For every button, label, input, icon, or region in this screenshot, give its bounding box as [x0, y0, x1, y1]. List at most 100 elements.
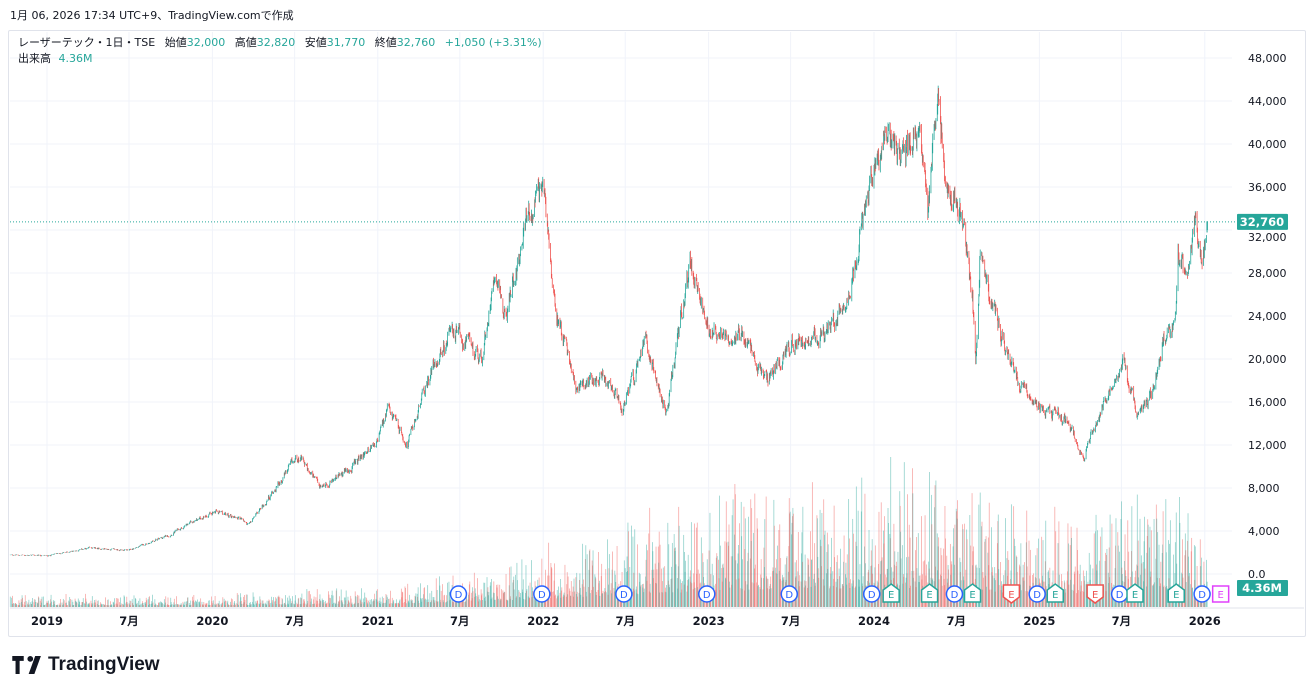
earnings-letter: E: [1092, 590, 1098, 601]
dividend-letter: D: [1116, 590, 1124, 601]
price-tick-label: 32,000: [1248, 231, 1287, 244]
earnings-letter: E: [1173, 590, 1179, 601]
last-price-label: 32,760: [1240, 215, 1284, 229]
time-tick-label: 2024: [858, 614, 890, 628]
earnings-marker: [1046, 583, 1065, 603]
price-tick-label: 24,000: [1248, 310, 1287, 323]
symbol-title[interactable]: レーザーテック・1日・TSE: [18, 36, 156, 49]
price-tick-label: 16,000: [1248, 396, 1287, 409]
price-tick-label: 4,000: [1248, 525, 1280, 538]
earnings-letter: E: [1008, 590, 1014, 601]
time-tick-label: 7月: [781, 614, 801, 628]
symbol-legend: レーザーテック・1日・TSE 始値32,000 高値32,820 安値31,77…: [18, 35, 542, 67]
low-value: 31,770: [326, 36, 366, 49]
change-value: +1,050 (+3.31%): [444, 36, 542, 49]
earnings-icon[interactable]: E: [1167, 583, 1185, 603]
time-tick-label: 2019: [31, 614, 63, 628]
earnings-icon[interactable]: E: [882, 583, 900, 603]
time-tick-label: 2025: [1023, 614, 1055, 628]
earnings-icon[interactable]: E: [920, 583, 939, 603]
dividend-letter: D: [455, 590, 463, 601]
dividend-marker: [1028, 585, 1046, 603]
high-label: 高値: [234, 36, 257, 49]
earnings-icon[interactable]: E: [1002, 584, 1021, 604]
dividend-icon[interactable]: D: [1028, 585, 1046, 603]
earnings-icon[interactable]: E: [1126, 583, 1144, 603]
time-tick-label: 7月: [450, 614, 470, 628]
volume-label[interactable]: 出来高: [18, 52, 51, 65]
earnings-marker: [920, 583, 939, 603]
dividend-icon[interactable]: D: [698, 585, 716, 603]
earnings-marker: [1167, 583, 1185, 603]
dividend-icon[interactable]: D: [780, 585, 799, 603]
price-tick-label: 40,000: [1248, 138, 1287, 151]
price-tick-label: 20,000: [1248, 353, 1287, 366]
dividend-marker: [449, 585, 468, 603]
time-tick-label: 2020: [196, 614, 228, 628]
volume-bars: [9, 457, 1208, 607]
volume-value: 4.36M: [58, 52, 93, 65]
dividend-marker: [862, 585, 881, 603]
earnings-marker: [1086, 584, 1104, 604]
dividend-icon[interactable]: D: [862, 585, 881, 603]
earnings-marker: [882, 583, 900, 603]
dividend-icon[interactable]: D: [533, 585, 551, 603]
time-tick-label: 7月: [946, 614, 966, 628]
dividend-marker: [780, 585, 799, 603]
price-tick-label: 0.0: [1248, 568, 1266, 581]
dividend-icon[interactable]: D: [449, 585, 468, 603]
earnings-marker: [1002, 584, 1021, 604]
dividend-icon[interactable]: D: [945, 585, 964, 603]
dividend-letter: D: [1033, 590, 1041, 601]
price-tick-label: 12,000: [1248, 439, 1287, 452]
earnings-icon[interactable]: E: [1046, 583, 1065, 603]
tradingview-logo[interactable]: TradingView: [12, 654, 160, 676]
time-axis: 2019 7月 2020 7月 2021 7月 2022 7月 2023 7月 2024 7月 2025…: [31, 614, 1221, 628]
dividend-icon[interactable]: D: [1110, 585, 1129, 603]
earnings-letter: E: [888, 590, 894, 601]
dividend-letter: D: [951, 590, 959, 601]
earnings-marker: [963, 583, 982, 603]
time-tick-label: 7月: [285, 614, 305, 628]
time-tick-label: 2023: [693, 614, 725, 628]
earnings-letter: E: [969, 590, 975, 601]
dividend-marker: [533, 585, 551, 603]
time-tick-label: 2026: [1189, 614, 1221, 628]
dividend-icon[interactable]: D: [615, 585, 633, 603]
price-tick-label: 48,000: [1248, 52, 1287, 65]
dividend-letter: D: [538, 590, 546, 601]
last-price-badge: [1237, 213, 1288, 230]
dividend-marker: [615, 585, 633, 603]
high-value: 32,820: [256, 36, 296, 49]
close-value: 32,760: [396, 36, 436, 49]
earnings-icon[interactable]: E: [1211, 585, 1230, 603]
chart-caption: 1月 06, 2026 17:34 UTC+9、TradingView.comで…: [10, 9, 294, 22]
earnings-marker: [1211, 585, 1230, 603]
chart-frame: [8, 30, 1306, 637]
last-price: 32,760 4.36M: [10, 213, 1288, 596]
earnings-marker: [1126, 583, 1144, 603]
dividend-marker: [698, 585, 716, 603]
earnings-icon[interactable]: E: [963, 583, 982, 603]
price-tick-label: 8,000: [1248, 482, 1280, 495]
time-tick-label: 2022: [527, 614, 559, 628]
time-tick-label: 7月: [1112, 614, 1132, 628]
earnings-letter: E: [1217, 590, 1223, 601]
dividend-letter: D: [868, 590, 876, 601]
earnings-icon[interactable]: E: [1086, 584, 1104, 604]
open-label: 始値: [164, 36, 187, 49]
price-tick-label: 44,000: [1248, 95, 1287, 108]
time-tick-label: 2021: [362, 614, 394, 628]
price-axis: 48,000 44,000 40,000 36,000 32,000 28,000 24,0…: [1248, 52, 1287, 581]
last-volume-label: 4.36M: [1242, 581, 1282, 595]
logo-text: TradingView: [48, 654, 160, 675]
dividend-marker: [945, 585, 964, 603]
dividend-marker: [1193, 585, 1211, 603]
close-label: 終値: [374, 36, 397, 49]
tradingview-logo-icon: [12, 656, 41, 674]
grid: [10, 32, 1304, 609]
dividend-icon[interactable]: D: [1193, 585, 1211, 603]
low-label: 安値: [304, 36, 327, 49]
